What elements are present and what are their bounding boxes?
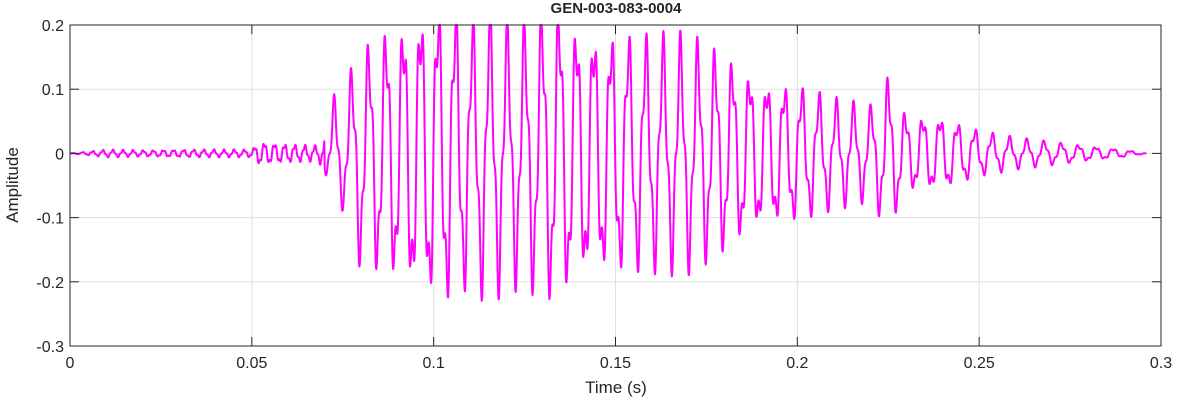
- y-tick-label: 0.1: [42, 82, 64, 99]
- x-tick-label: 0.25: [964, 355, 995, 372]
- x-tick-label: 0.3: [1150, 355, 1172, 372]
- y-tick-label: 0: [55, 146, 64, 163]
- y-axis-label: Amplitude: [3, 147, 22, 223]
- chart-title: GEN-003-083-0004: [550, 0, 682, 17]
- x-tick-label: 0.2: [786, 355, 808, 372]
- x-tick-label: 0.1: [423, 355, 445, 372]
- x-tick-label: 0: [66, 355, 75, 372]
- y-tick-label: -0.3: [36, 339, 64, 356]
- y-tick-label: -0.2: [36, 275, 64, 292]
- x-tick-label: 0.15: [600, 355, 631, 372]
- x-axis-label: Time (s): [585, 378, 647, 397]
- y-tick-label: 0.2: [42, 18, 64, 35]
- amplitude-series-line: [69, 24, 1148, 302]
- y-tick-label: -0.1: [36, 211, 64, 228]
- x-tick-label: 0.05: [236, 355, 267, 372]
